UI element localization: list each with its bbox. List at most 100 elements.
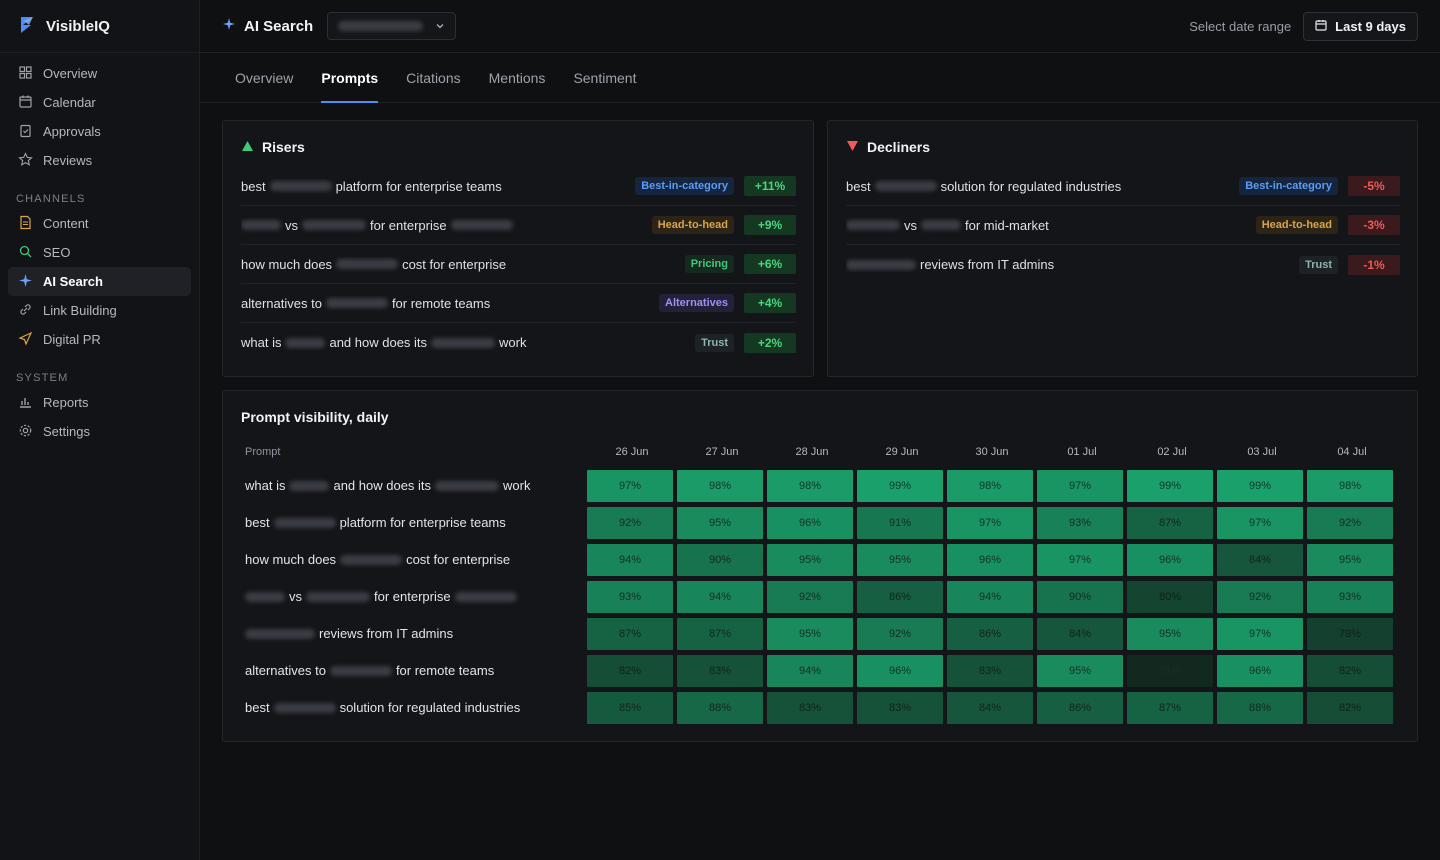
heatmap-cell[interactable]: 95% <box>1127 617 1213 650</box>
heatmap-cell[interactable]: 94% <box>767 654 853 687</box>
heatmap-cell[interactable]: 97% <box>1037 543 1123 576</box>
heatmap-cell[interactable]: 87% <box>1127 691 1213 724</box>
heatmap-cell[interactable]: 93% <box>1037 506 1123 539</box>
tab-mentions[interactable]: Mentions <box>488 69 546 86</box>
heatmap-cell[interactable]: 86% <box>947 617 1033 650</box>
heatmap-cell[interactable]: 99% <box>857 469 943 502</box>
heatmap-cell[interactable]: 94% <box>587 543 673 576</box>
heatmap-cell[interactable]: 96% <box>857 654 943 687</box>
tab-citations[interactable]: Citations <box>406 69 461 86</box>
delta-badge: -3% <box>1348 215 1400 235</box>
date-range-button[interactable]: Last 9 days <box>1303 12 1418 41</box>
heatmap-cell[interactable]: 98% <box>767 469 853 502</box>
page-title: AI Search <box>222 17 313 35</box>
heatmap-cell[interactable]: 94% <box>677 580 763 613</box>
heatmap-cell[interactable]: 97% <box>1217 506 1303 539</box>
tab-prompts[interactable]: Prompts <box>321 53 378 103</box>
heatmap-cell[interactable]: 99% <box>1127 469 1213 502</box>
mover-row[interactable]: vs for mid-market Head-to-head -3% <box>846 206 1400 245</box>
heatmap-cell[interactable]: 99% <box>1217 469 1303 502</box>
heatmap-cell[interactable]: 98% <box>947 469 1033 502</box>
heatmap-cell[interactable]: 97% <box>1037 469 1123 502</box>
sidebar-item-digital-pr[interactable]: Digital PR <box>8 325 191 354</box>
sidebar-item-approvals[interactable]: Approvals <box>8 117 191 146</box>
heatmap-cell[interactable]: 88% <box>677 691 763 724</box>
heatmap-cell[interactable]: 87% <box>677 617 763 650</box>
heatmap-cell[interactable]: 92% <box>767 580 853 613</box>
heatmap-cell[interactable]: 95% <box>767 543 853 576</box>
mover-row[interactable]: vs for enterprise Head-to-head +9% <box>241 206 796 245</box>
sidebar-item-label: Link Building <box>43 303 117 318</box>
sidebar-item-reviews[interactable]: Reviews <box>8 146 191 175</box>
heatmap-cell[interactable]: 95% <box>1307 543 1393 576</box>
heatmap-cell[interactable]: 80% <box>1127 580 1213 613</box>
redacted-entity <box>431 337 496 348</box>
risers-list: best platform for enterprise teams Best-in… <box>241 167 796 362</box>
heatmap-cell[interactable]: 91% <box>857 506 943 539</box>
heatmap-cell[interactable]: 83% <box>677 654 763 687</box>
heatmap-prompt-label: best solution for regulated industries <box>241 700 587 715</box>
heatmap-cell[interactable]: 95% <box>677 506 763 539</box>
heatmap-cell[interactable]: 95% <box>857 543 943 576</box>
intent-tag: Trust <box>1299 255 1338 274</box>
heatmap-cell[interactable]: 84% <box>1217 543 1303 576</box>
mover-row[interactable]: what is and how does its work Trust +2% <box>241 323 796 362</box>
workspace-select[interactable] <box>327 12 457 40</box>
heatmap-cell[interactable]: 90% <box>677 543 763 576</box>
prompt-text-segment: alternatives to <box>241 295 322 311</box>
heatmap-cell[interactable]: 82% <box>1307 654 1393 687</box>
brand[interactable]: VisibleIQ <box>0 0 199 53</box>
heatmap-cell[interactable]: 79% <box>1307 617 1393 650</box>
sidebar-item-content[interactable]: Content <box>8 209 191 238</box>
heatmap-cell[interactable]: 97% <box>1217 617 1303 650</box>
heatmap-cell[interactable]: 71% <box>1127 654 1213 687</box>
mover-row[interactable]: how much does cost for enterprise Pricing +… <box>241 245 796 284</box>
heatmap-cell[interactable]: 95% <box>1037 654 1123 687</box>
heatmap-cell[interactable]: 95% <box>767 617 853 650</box>
heatmap-cell[interactable]: 96% <box>947 543 1033 576</box>
sidebar-item-overview[interactable]: Overview <box>8 59 191 88</box>
heatmap-cell[interactable]: 84% <box>1037 617 1123 650</box>
heatmap-cell[interactable]: 92% <box>587 506 673 539</box>
mover-row[interactable]: reviews from IT admins Trust -1% <box>846 245 1400 284</box>
heatmap-cell[interactable]: 86% <box>857 580 943 613</box>
heatmap-cell[interactable]: 84% <box>947 691 1033 724</box>
heatmap-cell[interactable]: 90% <box>1037 580 1123 613</box>
heatmap-cell[interactable]: 83% <box>947 654 1033 687</box>
heatmap-cell[interactable]: 97% <box>947 506 1033 539</box>
sidebar-item-reports[interactable]: Reports <box>8 388 191 417</box>
heatmap-cell[interactable]: 92% <box>1307 506 1393 539</box>
heatmap-cell[interactable]: 96% <box>1217 654 1303 687</box>
heatmap-cell[interactable]: 98% <box>677 469 763 502</box>
sidebar-item-ai-search[interactable]: AI Search <box>8 267 191 296</box>
heatmap-cell[interactable]: 93% <box>1307 580 1393 613</box>
mover-row[interactable]: best platform for enterprise teams Best-in… <box>241 167 796 206</box>
prompt-text-segment: best <box>241 178 266 194</box>
heatmap-cell[interactable]: 82% <box>587 654 673 687</box>
heatmap-cell[interactable]: 83% <box>857 691 943 724</box>
heatmap-cell[interactable]: 85% <box>587 691 673 724</box>
mover-row[interactable]: best solution for regulated industries Bes… <box>846 167 1400 206</box>
mover-row[interactable]: alternatives to for remote teams Alternati… <box>241 284 796 323</box>
heatmap-cell[interactable]: 94% <box>947 580 1033 613</box>
sidebar-item-seo[interactable]: SEO <box>8 238 191 267</box>
heatmap-cell[interactable]: 92% <box>1217 580 1303 613</box>
heatmap-cell[interactable]: 93% <box>587 580 673 613</box>
heatmap-cell[interactable]: 92% <box>857 617 943 650</box>
heatmap-cell[interactable]: 98% <box>1307 469 1393 502</box>
heatmap-cell[interactable]: 86% <box>1037 691 1123 724</box>
tab-sentiment[interactable]: Sentiment <box>573 69 637 86</box>
sidebar-item-calendar[interactable]: Calendar <box>8 88 191 117</box>
prompt-text: how much does cost for enterprise <box>241 257 685 272</box>
heatmap-cell[interactable]: 83% <box>767 691 853 724</box>
heatmap-cell[interactable]: 96% <box>767 506 853 539</box>
sidebar-item-link-building[interactable]: Link Building <box>8 296 191 325</box>
heatmap-cell[interactable]: 87% <box>1127 506 1213 539</box>
tab-overview[interactable]: Overview <box>235 69 294 86</box>
heatmap-cell[interactable]: 82% <box>1307 691 1393 724</box>
heatmap-cell[interactable]: 87% <box>587 617 673 650</box>
heatmap-cell[interactable]: 97% <box>587 469 673 502</box>
sidebar-item-settings[interactable]: Settings <box>8 417 191 446</box>
heatmap-cell[interactable]: 96% <box>1127 543 1213 576</box>
heatmap-cell[interactable]: 88% <box>1217 691 1303 724</box>
